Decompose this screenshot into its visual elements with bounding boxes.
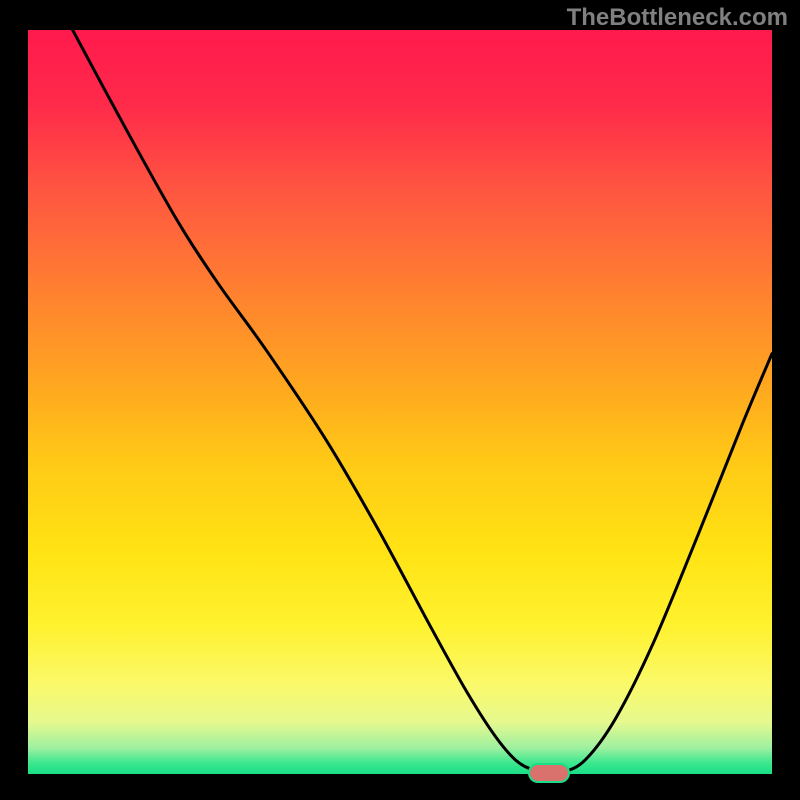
chart-container: TheBottleneck.com	[0, 0, 800, 800]
plot-area	[28, 30, 772, 774]
optimal-marker	[530, 765, 568, 781]
watermark-label: TheBottleneck.com	[567, 4, 788, 32]
gradient-background	[28, 30, 772, 774]
